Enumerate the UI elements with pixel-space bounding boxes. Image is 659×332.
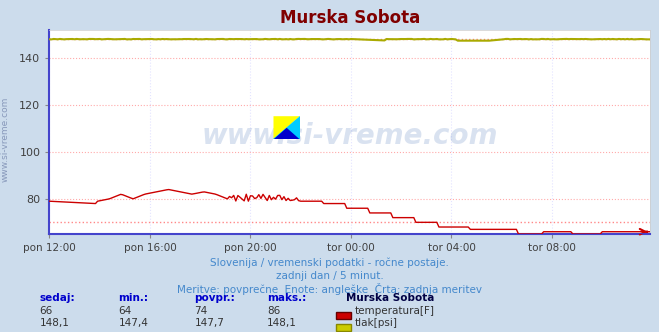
Text: 64: 64 [119, 306, 132, 316]
Text: tlak[psi]: tlak[psi] [355, 318, 397, 328]
Polygon shape [273, 116, 300, 139]
Polygon shape [273, 128, 300, 139]
Text: 148,1: 148,1 [40, 318, 69, 328]
Text: Meritve: povprečne  Enote: angleške  Črta: zadnja meritev: Meritve: povprečne Enote: angleške Črta:… [177, 283, 482, 295]
Text: maks.:: maks.: [267, 293, 306, 303]
Text: www.si-vreme.com: www.si-vreme.com [202, 122, 498, 150]
Text: 86: 86 [267, 306, 280, 316]
Text: 74: 74 [194, 306, 208, 316]
Text: 147,4: 147,4 [119, 318, 148, 328]
Text: Murska Sobota: Murska Sobota [346, 293, 434, 303]
Text: 148,1: 148,1 [267, 318, 297, 328]
Title: Murska Sobota: Murska Sobota [280, 9, 420, 27]
Text: www.si-vreme.com: www.si-vreme.com [1, 97, 10, 182]
Text: min.:: min.: [119, 293, 149, 303]
Text: povpr.:: povpr.: [194, 293, 235, 303]
Polygon shape [273, 116, 300, 139]
Text: zadnji dan / 5 minut.: zadnji dan / 5 minut. [275, 271, 384, 281]
Text: 147,7: 147,7 [194, 318, 224, 328]
Text: 66: 66 [40, 306, 53, 316]
Text: Slovenija / vremenski podatki - ročne postaje.: Slovenija / vremenski podatki - ročne po… [210, 257, 449, 268]
Text: sedaj:: sedaj: [40, 293, 75, 303]
Text: temperatura[F]: temperatura[F] [355, 306, 434, 316]
